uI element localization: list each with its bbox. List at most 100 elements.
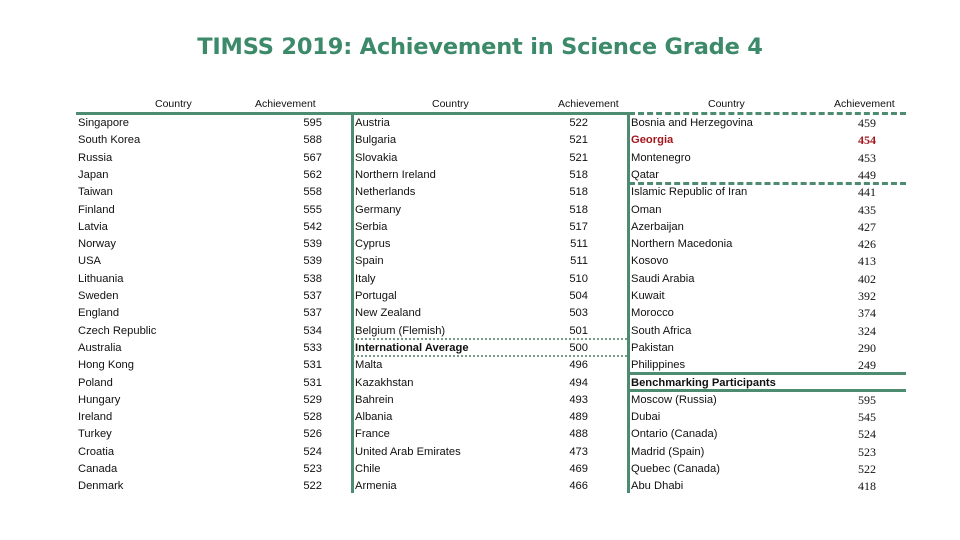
table-row: Bahrein 493 [355,392,635,409]
achievement-score: 466 [569,480,588,493]
country-name: Australia [78,341,122,354]
achievement-score: 324 [858,323,876,338]
table-row: Bulgaria 521 [355,132,635,149]
country-name: Portugal [355,290,397,302]
country-name: Canada [78,463,118,475]
achievement-score: 558 [303,186,322,199]
table-row: Norway 539 [78,236,358,253]
table-row: South Korea 588 [78,132,358,149]
table-row: USA 539 [78,253,358,270]
column-divider-1 [351,113,354,493]
table-row: Sweden 537 [78,288,358,305]
achievement-score: 537 [303,307,322,320]
country-name: Qatar [631,168,659,181]
achievement-score: 528 [303,411,322,424]
table-row: New Zealand 503 [355,305,635,322]
country-name: Chile [355,463,381,475]
country-name: Singapore [78,117,130,129]
country-name: Latvia [78,220,108,233]
achievement-score: 555 [303,203,322,216]
achievement-score: 473 [569,445,588,458]
achievement-score: 526 [303,428,322,441]
country-name: Saudi Arabia [631,272,695,285]
achievement-score: 534 [303,324,322,337]
achievement-score: 542 [303,220,322,233]
table-row: Ontario (Canada) 524 [631,426,911,443]
country-name: Ontario (Canada) [631,428,718,441]
country-name: Northern Macedonia [631,238,733,251]
country-name: Northern Ireland [355,168,436,181]
achievement-score: 510 [569,272,588,285]
table-row: Oman 435 [631,202,911,219]
country-name: Norway [78,238,116,251]
country-name: Philippines [631,359,686,372]
achievement-score: 545 [858,410,876,425]
country-name: Morocco [631,307,674,320]
country-name: Abu Dhabi [631,480,684,493]
country-name: Bosnia and Herzegovina [631,117,753,129]
table-row: Czech Republic 534 [78,323,358,340]
achievement-score: 524 [303,445,322,458]
table-row: South Africa 324 [631,323,911,340]
achievement-score: 523 [303,463,322,475]
intl-average-rule-top [353,338,627,340]
achievement-score: 538 [303,272,322,285]
achievement-score: 489 [569,411,588,424]
achievement-score: 533 [303,341,322,354]
table-row: International Average 500 [355,340,635,357]
achievement-score: 522 [569,117,588,129]
table-row: Taiwan 558 [78,184,358,201]
country-name: Kazakhstan [355,376,414,389]
country-name: New Zealand [355,307,421,320]
table-row: Armenia 466 [355,478,635,495]
achievement-score: 488 [569,428,588,441]
achievement-score: 523 [858,444,876,459]
achievement-score: 426 [858,237,876,252]
table-row: Turkey 526 [78,426,358,443]
achievement-score: 511 [570,238,588,251]
table-row: Northern Ireland 518 [355,167,635,184]
country-name: Japan [78,168,109,181]
country-name: Hungary [78,393,121,406]
benchmark-rule-top [629,372,906,375]
achievement-score: 529 [303,393,322,406]
country-name: USA [78,255,102,268]
table-row: Georgia 454 [631,132,911,149]
table-row: Benchmarking Participants [631,375,911,392]
achievement-score: 522 [303,480,322,493]
table-row: Saudi Arabia 402 [631,271,911,288]
benchmark-rule-bottom [629,389,906,392]
table-row: Malta 496 [355,357,635,374]
table-row: Morocco 374 [631,305,911,322]
country-name: Spain [355,255,384,268]
achievement-score: 374 [858,306,876,321]
table-row: Canada 523 [78,461,358,478]
achievement-score: 562 [303,168,322,181]
achievement-score: 595 [303,117,322,129]
col1-country-header: Country [155,98,192,110]
country-name: Hong Kong [78,359,134,372]
achievement-score: 518 [569,203,588,216]
achievement-score: 413 [858,254,876,269]
achievement-score: 290 [858,340,876,355]
country-name: Bulgaria [355,134,397,147]
achievement-score: 588 [303,134,322,147]
col2-achievement-header: Achievement [558,98,619,110]
table-row: Kosovo 413 [631,253,911,270]
achievement-score: 501 [569,324,588,337]
achievement-score: 504 [569,290,588,302]
country-name: Czech Republic [78,324,157,337]
table-row: Chile 469 [355,461,635,478]
achievement-score: 567 [303,151,322,164]
achievement-score: 249 [858,358,876,373]
table-row: Hungary 529 [78,392,358,409]
country-name: Moscow (Russia) [631,393,717,406]
country-name: Belgium (Flemish) [355,324,446,337]
country-name: Poland [78,376,113,389]
table-row: Netherlands 518 [355,184,635,201]
table-row: Croatia 524 [78,444,358,461]
table-row: Latvia 542 [78,219,358,236]
table-row: Finland 555 [78,202,358,219]
table-row: Azerbaijan 427 [631,219,911,236]
table-row: Kazakhstan 494 [355,375,635,392]
